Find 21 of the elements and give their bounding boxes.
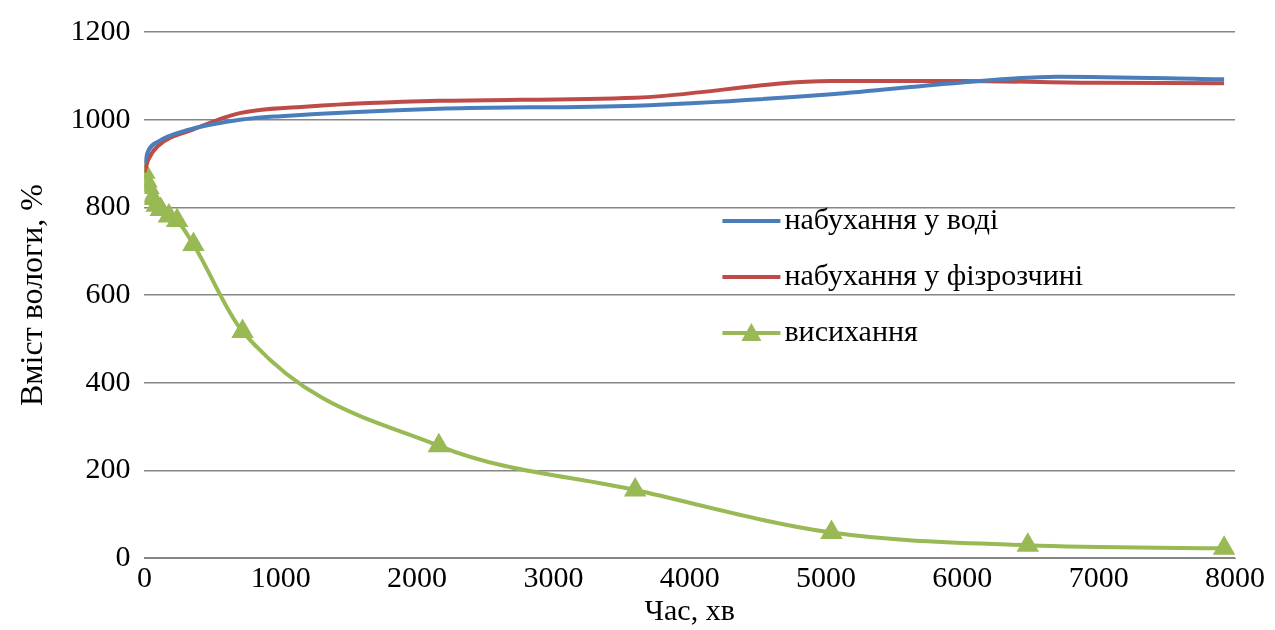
x-tick-label: 8000: [1205, 559, 1265, 593]
y-tick-label: 600: [85, 275, 131, 309]
y-tick-label: 0: [115, 538, 131, 572]
legend-label: набухання у фізрозчині: [784, 257, 1084, 291]
x-tick-label: 4000: [659, 559, 720, 593]
y-tick-label: 200: [85, 451, 131, 485]
x-tick-label: 7000: [1068, 559, 1129, 593]
x-tick-label: 2000: [387, 559, 448, 593]
y-tick-label: 1000: [70, 100, 131, 134]
x-tick-label: 6000: [932, 559, 993, 593]
y-tick-label: 800: [85, 188, 131, 222]
y-axis-title: Вміст вологи, %: [12, 183, 49, 407]
legend-label: висихання: [784, 313, 919, 347]
y-tick-label: 400: [85, 363, 131, 397]
x-tick-label: 0: [136, 559, 152, 593]
y-tick-label: 1200: [70, 12, 131, 46]
x-tick-label: 1000: [250, 559, 311, 593]
x-axis-title: Час, хв: [644, 592, 735, 626]
legend-label: набухання у воді: [784, 201, 999, 235]
x-tick-label: 3000: [523, 559, 584, 593]
x-tick-label: 5000: [796, 559, 857, 593]
